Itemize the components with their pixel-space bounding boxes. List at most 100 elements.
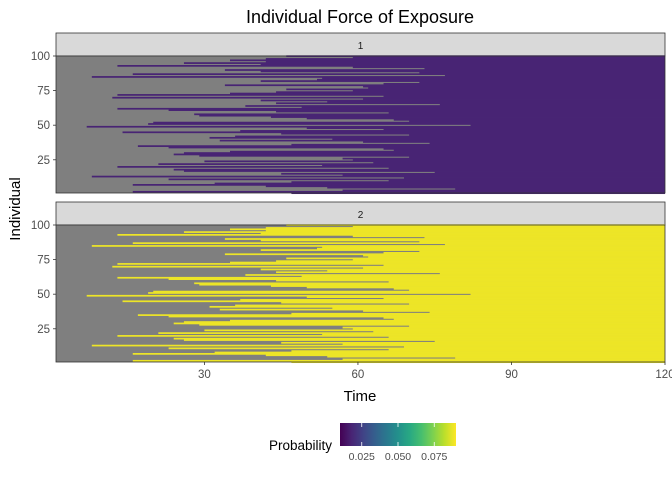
heatmap-row (306, 127, 665, 129)
heatmap-row (235, 304, 665, 307)
x-tick-label: 30 (198, 369, 211, 381)
heatmap-row (383, 297, 665, 300)
heatmap-row (291, 181, 665, 183)
heatmap-row (409, 325, 665, 328)
heatmap-row (352, 235, 665, 238)
heatmap-row (388, 179, 665, 182)
heatmap-row (363, 98, 665, 100)
heatmap-row (86, 125, 665, 128)
heatmap-row (230, 59, 665, 62)
heatmap-row (270, 116, 665, 118)
heatmap-row (86, 294, 665, 297)
heatmap-row (363, 85, 665, 88)
heatmap-row (117, 234, 665, 236)
heatmap-row (168, 109, 665, 111)
heatmap-row (260, 70, 665, 73)
heatmap-row (230, 261, 665, 264)
heatmap-row (383, 251, 665, 254)
heatmap-row (137, 314, 665, 316)
heatmap-row (306, 286, 665, 289)
heatmap-row (194, 282, 665, 285)
heatmap-row (404, 177, 665, 179)
heatmap-row (342, 358, 665, 361)
heatmap-row (352, 258, 665, 261)
heatmap-row (91, 175, 665, 178)
x-axis: 30 60 90 120 (198, 362, 672, 381)
heatmap-row (117, 276, 665, 279)
heatmap-row (112, 265, 666, 268)
x-tick-label: 90 (505, 369, 518, 381)
heatmap-row (306, 117, 665, 120)
heatmap-row (148, 292, 665, 294)
x-axis-title: Time (344, 388, 377, 405)
heatmap-row (322, 77, 665, 80)
heatmap-row (276, 91, 665, 94)
legend-tick-label: 0.025 (349, 451, 375, 463)
heatmap-row (122, 131, 665, 134)
legend-tick-label: 0.050 (385, 451, 411, 463)
y-tick-label: 25 (37, 324, 50, 336)
heatmap-row (383, 148, 665, 150)
heatmap-row (260, 99, 665, 102)
heatmap-row (230, 228, 665, 231)
panel-1: 1 25 50 75 100 (31, 32, 666, 195)
heatmap-row (265, 354, 665, 357)
y-tick-label: 50 (37, 289, 50, 301)
heatmap-row (383, 95, 665, 98)
y-tick-label: 75 (37, 86, 50, 98)
heatmap-row (168, 315, 665, 318)
facet-strip-label: 2 (358, 210, 364, 221)
heatmap-row (281, 132, 665, 135)
heatmap-row (383, 82, 665, 85)
heatmap-row (240, 299, 666, 301)
heatmap-row (260, 249, 665, 251)
heatmap-row (342, 189, 665, 192)
heatmap-row (332, 138, 665, 141)
heatmap-row (230, 150, 665, 153)
heatmap-row (342, 157, 665, 160)
heatmap-row (383, 128, 665, 131)
heatmap-row (260, 239, 665, 242)
heatmap-row (409, 289, 665, 292)
heatmap-row (276, 260, 665, 263)
heatmap-row (276, 102, 665, 105)
heatmap-row (260, 80, 665, 82)
heatmap-row (117, 263, 665, 265)
heatmap-row (434, 171, 665, 174)
heatmap-row (419, 71, 665, 74)
y-tick-label: 25 (37, 155, 50, 167)
heatmap-row (276, 110, 665, 113)
heatmap-row (439, 103, 665, 106)
heatmap-row (168, 178, 665, 181)
heatmap-row (199, 154, 666, 157)
heatmap-row (291, 143, 665, 146)
heatmap-row (117, 107, 665, 110)
heatmap-row (281, 301, 665, 304)
heatmap-row (199, 283, 666, 286)
heatmap-row (455, 188, 665, 190)
y-tick-label: 50 (37, 120, 50, 132)
heatmap-row (404, 346, 665, 348)
y-tick-label: 75 (37, 255, 50, 267)
heatmap-row (112, 96, 666, 99)
heatmap-row (224, 238, 665, 240)
heatmap-row (419, 240, 665, 243)
y-tick-label: 100 (31, 220, 50, 232)
heatmap-row (173, 322, 665, 325)
heatmap-row (265, 185, 665, 188)
heatmap-row (153, 121, 666, 124)
heatmap-row (132, 242, 665, 245)
heatmap-row (224, 84, 665, 87)
heatmap-row (219, 308, 665, 311)
heatmap-row (224, 69, 665, 71)
heatmap-row (91, 245, 665, 247)
heatmap-row (270, 285, 665, 287)
heatmap-row (363, 141, 665, 143)
heatmap-row (317, 78, 665, 81)
heatmap-row (327, 355, 665, 358)
heatmap-row (183, 170, 665, 172)
heatmap-row (383, 317, 665, 319)
heatmap-row (117, 65, 665, 67)
heatmap-row (183, 62, 665, 64)
heatmap-row (117, 94, 665, 96)
